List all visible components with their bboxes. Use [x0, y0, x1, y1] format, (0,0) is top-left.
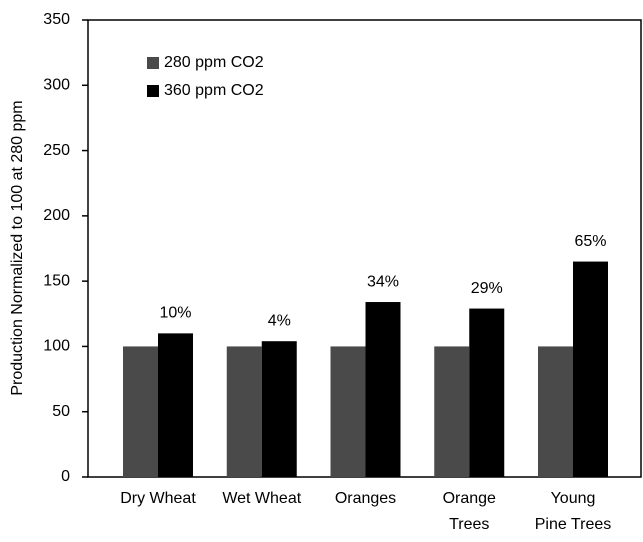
bar [261, 341, 297, 477]
y-tick-label: 150 [43, 272, 70, 289]
y-tick-label: 0 [61, 468, 70, 485]
bar [538, 346, 573, 477]
y-tick-label: 50 [52, 403, 70, 420]
bar [226, 346, 262, 477]
bar [573, 261, 608, 477]
annotation: 65% [574, 233, 606, 250]
annotation: 34% [367, 273, 399, 290]
x-tick-label: Wet Wheat [222, 490, 301, 507]
x-tick-label: Young Pine Trees [535, 490, 611, 533]
legend: 280 ppm CO2 360 ppm CO2 [147, 54, 264, 99]
annotation: 10% [159, 305, 191, 322]
bar [469, 308, 505, 477]
bar [123, 346, 158, 477]
annotation: 29% [471, 280, 503, 297]
y-tick-label: 200 [43, 207, 70, 224]
annotation: 4% [268, 312, 291, 329]
legend-swatch [147, 57, 159, 69]
y-axis-label: Production Normalized to 100 at 280 ppm [9, 100, 26, 395]
legend-label: 360 ppm CO2 [164, 82, 264, 99]
y-tick-label: 100 [43, 338, 70, 355]
x-tick-label: Orange Trees [443, 490, 496, 533]
bar [158, 333, 193, 477]
bar [365, 302, 401, 477]
y-tick-label: 250 [43, 142, 70, 159]
bar [330, 346, 366, 477]
x-tick-label: Dry Wheat [120, 490, 196, 507]
y-tick-label: 350 [43, 11, 70, 28]
y-tick-label: 300 [43, 77, 70, 94]
bar [434, 346, 470, 477]
legend-swatch [147, 85, 159, 97]
legend-label: 280 ppm CO2 [164, 54, 264, 71]
x-tick-label: Oranges [335, 490, 396, 507]
